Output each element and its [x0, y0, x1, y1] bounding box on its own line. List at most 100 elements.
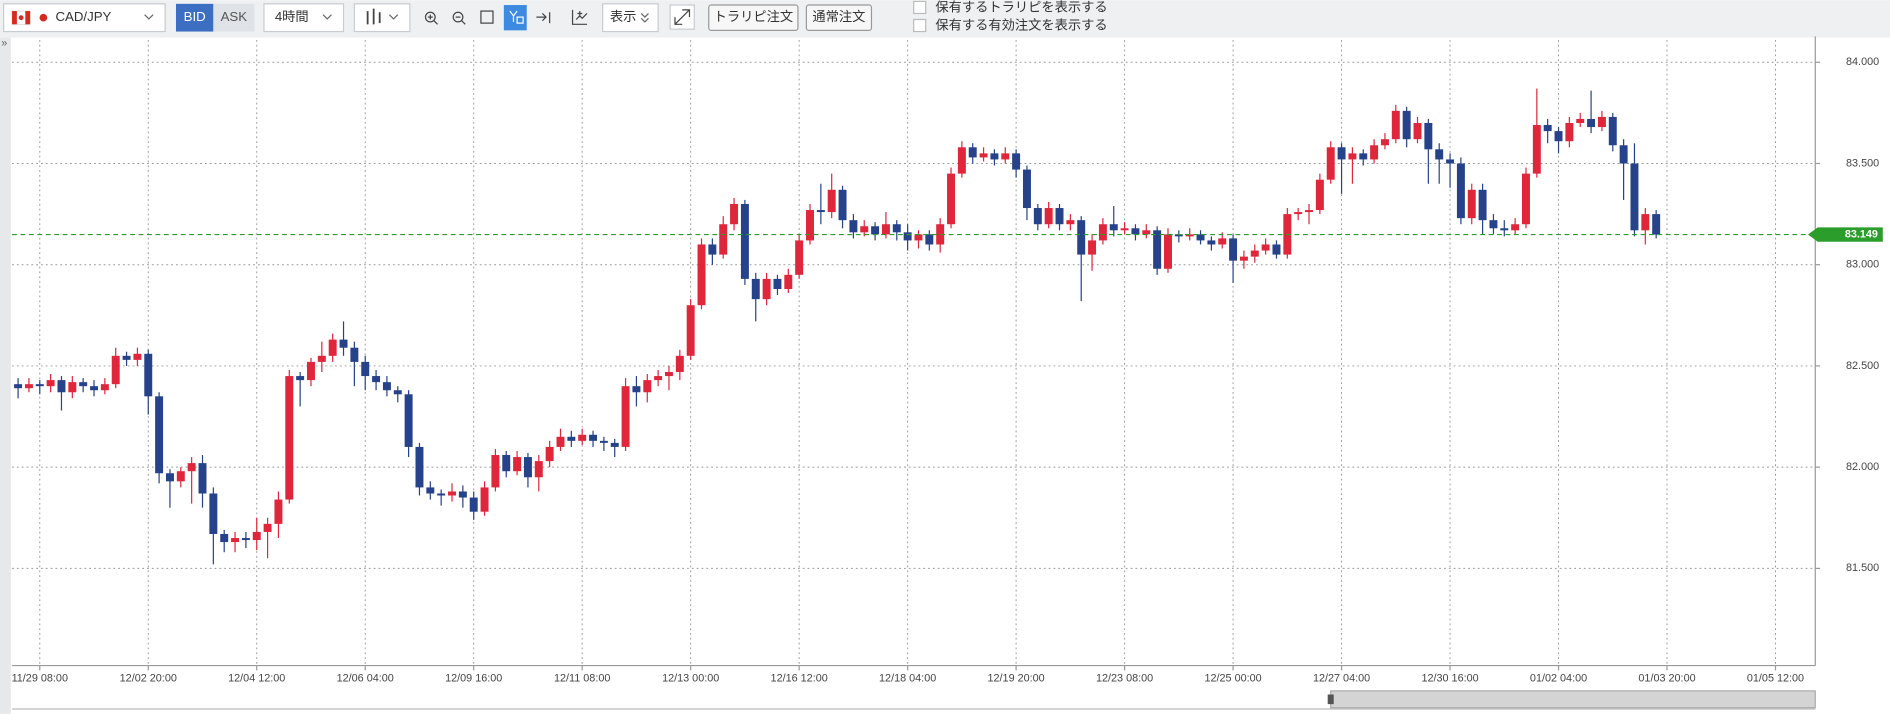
candle-body	[784, 274, 793, 290]
candle-body	[751, 278, 760, 300]
candle-body	[719, 224, 728, 255]
candle-body	[350, 347, 359, 362]
candle-body	[1446, 159, 1455, 164]
candle-body	[957, 147, 966, 174]
candle-body	[46, 380, 55, 387]
symbol-select[interactable]: CAD/JPY	[3, 3, 166, 33]
candle-body	[664, 372, 673, 377]
x-tick-label: 12/23 08:00	[1096, 673, 1153, 685]
candle-body	[1098, 224, 1107, 241]
candle-body	[697, 244, 706, 306]
candle-body	[1261, 244, 1270, 251]
candle-body	[328, 339, 337, 356]
timeframe-select[interactable]: 4時間	[263, 3, 345, 33]
fullscreen-button[interactable]	[669, 4, 695, 30]
y-tick-label: 83.500	[1846, 157, 1879, 169]
candle-body	[252, 531, 261, 541]
candle-body	[1109, 224, 1118, 231]
candle-body	[176, 471, 185, 482]
candle-body	[317, 355, 326, 362]
candle-body	[1608, 116, 1617, 146]
x-tick-label: 12/27 04:00	[1313, 673, 1370, 685]
trap-order-button[interactable]	[708, 4, 799, 31]
candle-body	[491, 455, 500, 488]
candle-body	[1207, 240, 1216, 245]
candle-body	[263, 523, 272, 532]
candle-body	[1066, 220, 1075, 225]
candle-body	[1619, 145, 1628, 164]
candle-body	[1022, 169, 1031, 209]
candle-body	[1587, 118, 1596, 128]
candle-body	[892, 224, 901, 233]
checkbox[interactable]	[913, 0, 927, 15]
candle-body	[198, 463, 207, 494]
price-tag	[1808, 227, 1883, 242]
candle-body	[393, 390, 402, 395]
x-tick-label: 01/05 12:00	[1747, 673, 1804, 685]
candle-body	[806, 210, 814, 241]
scrollbar-thumb[interactable]	[1330, 690, 1816, 709]
candle-body	[1001, 153, 1010, 160]
candle-body	[1088, 240, 1097, 255]
ask-button[interactable]	[213, 3, 255, 32]
candle-body	[1348, 153, 1357, 160]
candle-body	[1424, 122, 1433, 150]
scrollbar-handle[interactable]	[1327, 694, 1334, 705]
candle-body	[632, 386, 641, 393]
collapse-icon[interactable]: »	[1, 37, 7, 49]
candle-body	[57, 380, 66, 393]
chart-type-select[interactable]	[353, 3, 411, 33]
candle-body	[1597, 116, 1606, 128]
ask-label: ASK	[221, 9, 248, 24]
candle-body	[35, 384, 44, 387]
candle-body	[274, 499, 283, 524]
candle-body	[1641, 214, 1650, 231]
x-tick-label: 01/03 20:00	[1638, 673, 1695, 685]
candle-body	[426, 487, 435, 494]
candle-body	[903, 232, 912, 241]
candle-body	[513, 457, 522, 472]
y-tick-label: 82.500	[1846, 360, 1879, 372]
candle-body	[816, 210, 825, 213]
candle-body	[871, 226, 880, 235]
candle-body	[849, 220, 858, 233]
candle-body	[1055, 208, 1064, 225]
display-select[interactable]: 表示	[602, 3, 659, 33]
candle-body	[165, 473, 174, 482]
candle-body	[1250, 250, 1259, 257]
price-tag-label: 83.149	[1845, 228, 1878, 240]
normal-order-button[interactable]	[805, 4, 873, 31]
candle-body	[675, 355, 684, 373]
bid-button[interactable]	[175, 3, 214, 32]
candle-body	[372, 376, 381, 383]
candle-body	[448, 491, 456, 496]
x-tick-label: 12/30 16:00	[1421, 673, 1478, 685]
candle-body	[1543, 125, 1552, 132]
candle-body	[1576, 118, 1585, 123]
candle-body	[1326, 147, 1335, 180]
candle-body	[1218, 238, 1227, 245]
x-tick-label: 12/11 08:00	[554, 673, 610, 685]
candle-body	[296, 376, 305, 381]
candle-body	[925, 234, 934, 245]
candle-body	[1370, 145, 1379, 160]
candle-body	[122, 355, 131, 360]
candle-body	[415, 446, 424, 488]
candle-body	[1294, 212, 1303, 215]
checkbox[interactable]	[913, 18, 927, 33]
bid-label: BID	[184, 9, 206, 24]
x-tick-label: 12/09 16:00	[445, 673, 502, 685]
candle-body	[79, 382, 88, 387]
candle-body	[339, 339, 348, 348]
candle-body	[827, 189, 836, 213]
side-strip	[0, 37, 11, 714]
tool-icons[interactable]	[424, 5, 588, 31]
x-tick-label: 11/29 08:00	[12, 673, 68, 685]
candle-body	[1467, 189, 1476, 219]
candle-body	[881, 224, 890, 235]
candle-body	[469, 497, 478, 512]
candle-body	[1532, 125, 1541, 174]
y-tick-label: 84.000	[1846, 56, 1879, 68]
x-tick-label: 12/18 04:00	[879, 673, 936, 685]
candle-body	[1565, 122, 1574, 142]
